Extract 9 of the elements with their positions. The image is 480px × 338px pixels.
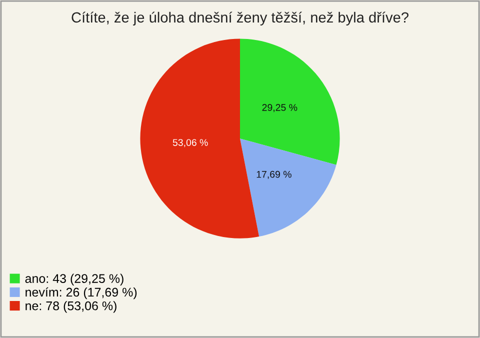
legend-label: nevím: 26 (17,69 %) [26, 287, 137, 300]
pie-slice [240, 38, 340, 165]
data-label: 17,69 % [256, 170, 292, 179]
data-label: 29,25 % [262, 104, 298, 112]
legend-label: ano: 43 (29,25 %) [25, 274, 124, 286]
data-label: 53,06 % [172, 139, 208, 148]
legend-label: ne: 78 (53,06 %) [26, 301, 116, 313]
pie-slice [240, 138, 336, 237]
chart-title: Cítíte, že je úloha dnešní ženy těžší, než byla dříve? [72, 12, 408, 26]
